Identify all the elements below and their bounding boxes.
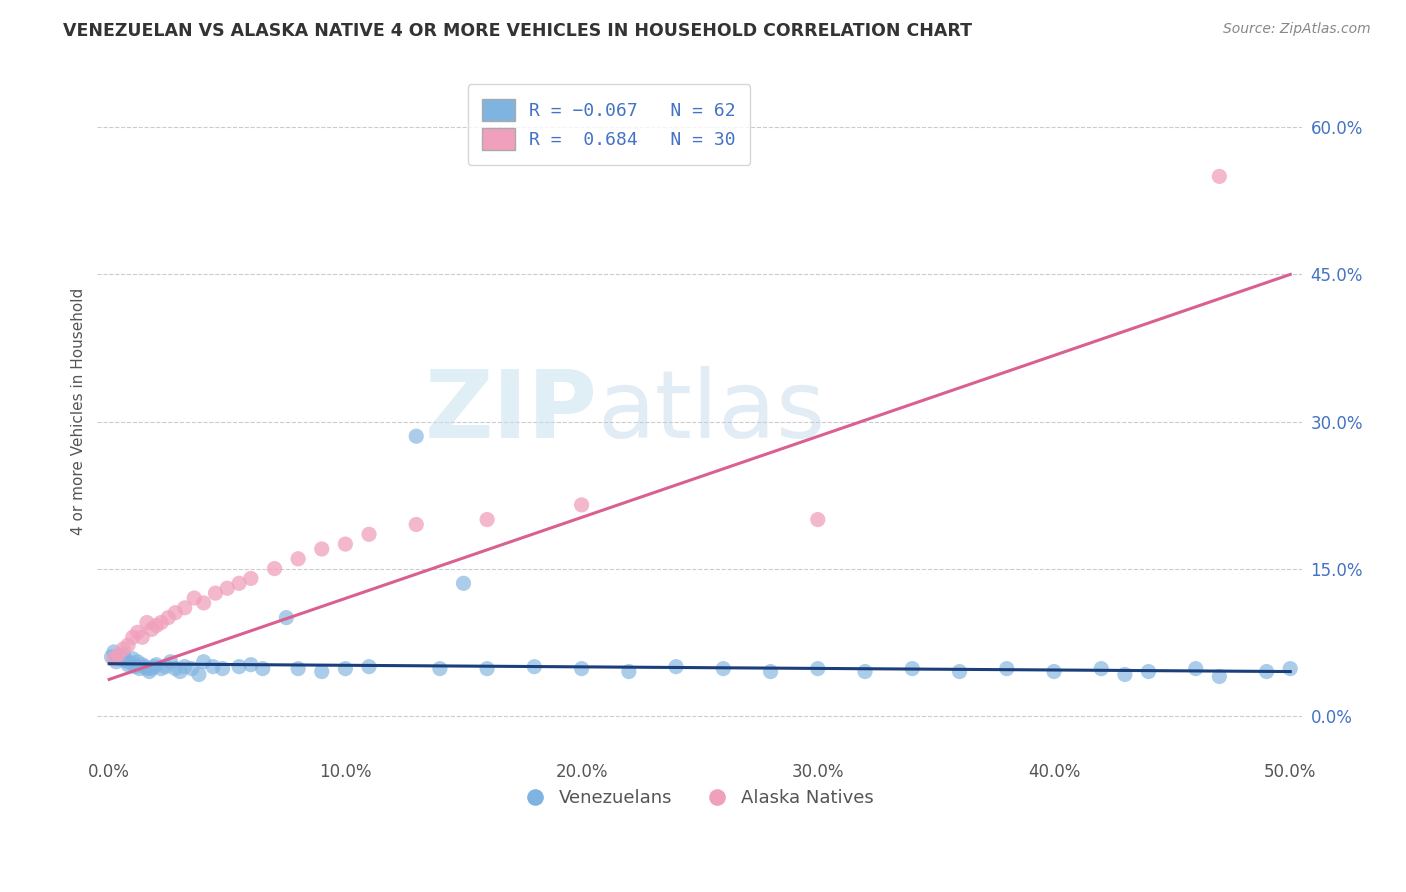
Point (100, 649, 122, 664)
Point (1184, 662, 1206, 676)
Point (759, 665, 782, 679)
Point (157, 610, 180, 624)
Point (1256, 665, 1278, 679)
Point (131, 657, 153, 672)
Point (159, 655, 181, 669)
Point (617, 665, 640, 679)
Point (357, 527, 380, 541)
Text: Source: ZipAtlas.com: Source: ZipAtlas.com (1223, 22, 1371, 37)
Point (117, 657, 139, 672)
Point (173, 600, 195, 615)
Point (150, 662, 173, 676)
Point (128, 662, 150, 676)
Point (202, 659, 225, 673)
Point (217, 581, 239, 595)
Point (110, 652, 132, 666)
Point (112, 648, 135, 662)
Point (853, 665, 876, 679)
Point (136, 662, 159, 676)
Point (187, 667, 209, 681)
Point (105, 655, 128, 669)
Point (134, 659, 156, 673)
Point (150, 615, 173, 630)
Point (193, 655, 215, 669)
Text: ZIP: ZIP (425, 366, 598, 458)
Point (239, 571, 262, 585)
Point (120, 656, 142, 670)
Point (405, 429, 427, 443)
Point (143, 659, 166, 673)
Point (405, 517, 427, 532)
Point (429, 662, 451, 676)
Point (311, 665, 333, 679)
Point (112, 642, 135, 657)
Point (807, 662, 830, 676)
Point (131, 630, 153, 644)
Point (453, 576, 475, 591)
Point (523, 659, 546, 673)
Point (117, 638, 139, 652)
Point (665, 659, 688, 673)
Point (103, 645, 125, 659)
Point (165, 662, 187, 676)
Point (121, 652, 143, 666)
Point (287, 662, 309, 676)
Point (1208, 669, 1230, 683)
Point (1043, 665, 1066, 679)
Point (127, 655, 149, 669)
Point (193, 596, 215, 610)
Point (183, 591, 205, 605)
Point (228, 576, 250, 591)
Point (141, 662, 163, 676)
Point (107, 648, 129, 662)
Point (141, 623, 163, 637)
Point (276, 610, 298, 624)
Point (169, 665, 191, 679)
Point (357, 659, 380, 673)
Point (107, 649, 129, 664)
Point (121, 630, 143, 644)
Text: VENEZUELAN VS ALASKA NATIVE 4 OR MORE VEHICLES IN HOUSEHOLD CORRELATION CHART: VENEZUELAN VS ALASKA NATIVE 4 OR MORE VE… (63, 22, 973, 40)
Point (103, 652, 125, 666)
Point (127, 625, 149, 640)
Point (136, 615, 159, 630)
Point (228, 659, 250, 673)
Point (252, 662, 274, 676)
Point (475, 512, 498, 526)
Point (571, 662, 593, 676)
Point (287, 551, 309, 566)
Point (239, 657, 262, 672)
Point (1137, 665, 1160, 679)
Text: atlas: atlas (598, 366, 825, 458)
Point (948, 665, 970, 679)
Point (124, 659, 146, 673)
Point (571, 498, 593, 512)
Point (1114, 667, 1136, 681)
Point (114, 654, 136, 668)
Point (211, 662, 233, 676)
Point (204, 586, 226, 600)
Point (311, 541, 333, 556)
Point (155, 659, 177, 673)
Point (145, 657, 167, 672)
Point (1279, 662, 1302, 676)
Point (335, 537, 357, 551)
Point (165, 606, 187, 620)
Point (180, 662, 202, 676)
Point (138, 665, 160, 679)
Legend: Venezuelans, Alaska Natives: Venezuelans, Alaska Natives (519, 782, 880, 814)
Point (145, 618, 167, 632)
Point (173, 659, 195, 673)
Point (475, 662, 498, 676)
Point (901, 662, 924, 676)
Point (995, 662, 1018, 676)
Point (711, 662, 734, 676)
Point (263, 561, 285, 575)
Point (1208, 169, 1230, 184)
Point (335, 662, 357, 676)
Point (1090, 662, 1112, 676)
Y-axis label: 4 or more Vehicles in Household: 4 or more Vehicles in Household (72, 288, 86, 535)
Point (807, 512, 830, 526)
